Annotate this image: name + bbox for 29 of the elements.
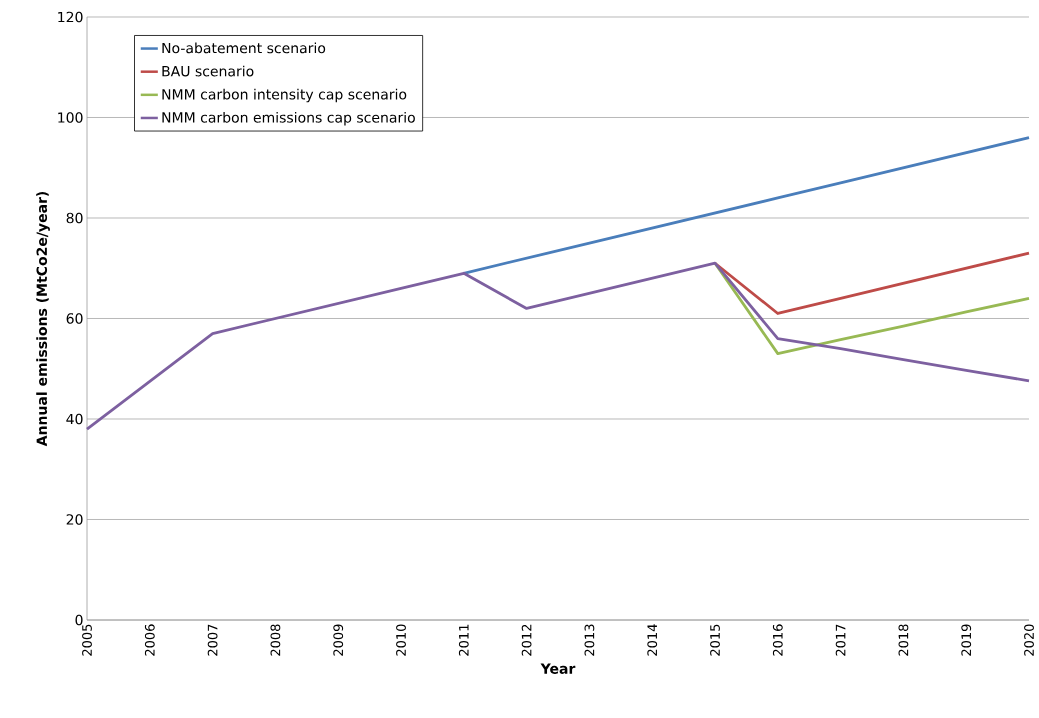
x-tick-label: 2016 xyxy=(772,624,783,656)
x-tick-label: 2015 xyxy=(710,624,720,656)
x-tick-label: 2009 xyxy=(333,624,344,656)
y-tick-label: 100 xyxy=(58,112,83,123)
legend-label: NMM carbon emissions cap scenario xyxy=(162,111,415,126)
legend-label: NMM carbon intensity cap scenario xyxy=(162,88,407,103)
x-tick-label: 2005 xyxy=(82,624,92,656)
x-tick-label: 2019 xyxy=(961,624,972,656)
x-tick-label: 2012 xyxy=(521,624,532,656)
y-axis-title: Annual emissions (MtCo2e/year) xyxy=(36,191,50,447)
x-tick-label: 2018 xyxy=(898,624,909,656)
x-tick-label: 2007 xyxy=(207,624,218,656)
x-tick-label: 2017 xyxy=(835,624,846,656)
y-tick-label: 0 xyxy=(75,614,83,626)
x-tick-label: 2014 xyxy=(647,624,658,656)
y-tick-label: 40 xyxy=(66,413,83,425)
legend-label: No-abatement scenario xyxy=(162,42,326,54)
x-axis-title: Year xyxy=(540,663,576,674)
y-tick-label: 120 xyxy=(58,11,83,23)
x-tick-label: 2008 xyxy=(270,624,281,656)
y-tick-label: 80 xyxy=(66,212,83,224)
x-tick-label: 2013 xyxy=(584,624,595,656)
y-tick-label: 20 xyxy=(66,514,83,525)
y-tick-label: 60 xyxy=(66,313,83,324)
x-tick-label: 2010 xyxy=(396,624,406,656)
x-tick-label: 2020 xyxy=(1024,624,1034,656)
x-tick-label: 2011 xyxy=(458,624,469,656)
legend-label: BAU scenario xyxy=(162,65,254,77)
x-tick-label: 2006 xyxy=(144,624,155,656)
